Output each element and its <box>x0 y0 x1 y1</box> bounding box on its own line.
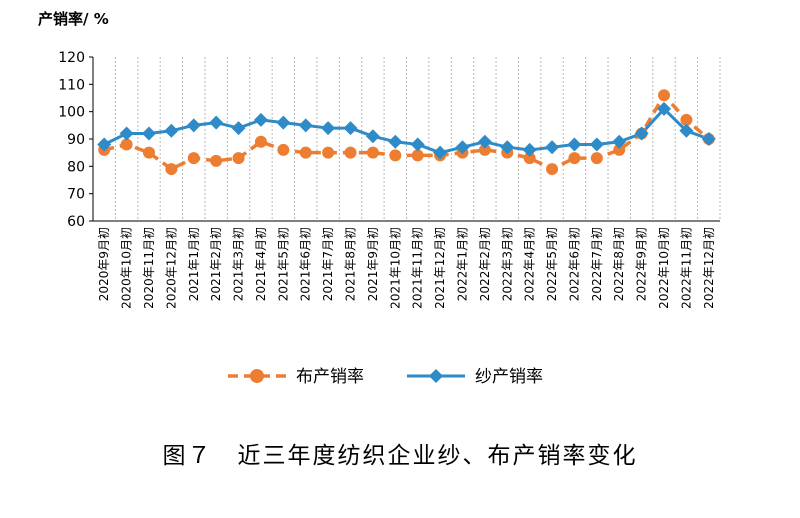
yarn-point <box>679 123 694 138</box>
x-tick-label: 2021年10月初 <box>388 227 402 309</box>
x-tick-label: 2021年2月初 <box>209 227 223 301</box>
x-tick-label: 2022年8月初 <box>612 227 626 301</box>
cloth-point <box>411 149 424 162</box>
x-tick-label: 2021年9月初 <box>366 227 380 301</box>
cloth-point <box>658 89 671 102</box>
yarn-point <box>433 145 448 160</box>
cloth-point <box>366 146 379 159</box>
yarn-point <box>477 134 492 149</box>
y-tick-label: 110 <box>58 77 85 93</box>
cloth-series-line <box>103 92 710 172</box>
x-tick-label: 2020年9月初 <box>97 227 111 301</box>
x-tick-label: 2022年1月初 <box>455 227 469 301</box>
series-layer <box>97 89 716 176</box>
yarn-point <box>253 112 268 127</box>
cloth-point <box>165 163 178 176</box>
cloth-point <box>389 149 402 162</box>
chart-caption: 图７ 近三年度纺织企业纱、布产销率变化 <box>163 443 638 469</box>
x-tick-label: 2021年8月初 <box>344 227 358 301</box>
cloth-point <box>344 146 357 159</box>
yarn-point <box>209 115 224 130</box>
yarn-point <box>365 129 380 144</box>
yarn-point <box>455 140 470 155</box>
yarn-point <box>634 126 649 141</box>
y-tick-label: 80 <box>67 159 85 175</box>
x-tick-label: 2022年2月初 <box>478 227 492 301</box>
cloth-point <box>232 152 245 165</box>
y-tick-labels: 60 70 80 90 100 110 120 <box>58 50 93 230</box>
yarn-point <box>522 142 537 157</box>
yarn-point <box>186 118 201 133</box>
cloth-point <box>142 146 155 159</box>
y-tick-label: 70 <box>67 187 85 203</box>
x-tick-label: 2021年11月初 <box>411 227 425 309</box>
cloth-point <box>322 146 335 159</box>
yarn-point <box>567 137 582 152</box>
yarn-point <box>164 123 179 138</box>
x-tick-label: 2022年6月初 <box>567 227 581 301</box>
yarn-point <box>321 121 336 136</box>
yarn-point <box>119 126 134 141</box>
legend-cloth-label: 布产销率 <box>296 367 364 387</box>
cloth-point <box>478 143 491 156</box>
yarn-point <box>500 140 515 155</box>
x-tick-label: 2022年11月初 <box>679 227 693 309</box>
x-tick-label: 2022年12月初 <box>702 227 716 309</box>
legend-cloth-marker <box>250 369 264 383</box>
legend-yarn-marker <box>429 369 443 383</box>
y-tick-label: 90 <box>67 132 85 148</box>
x-tick-label: 2021年12月初 <box>433 227 447 309</box>
yarn-point <box>276 115 291 130</box>
yarn-series-line <box>103 106 710 155</box>
grid <box>114 57 721 221</box>
yarn-point <box>298 118 313 133</box>
yarn-point <box>657 101 672 116</box>
cloth-point <box>568 152 581 165</box>
legend: 布产销率 纱产销率 <box>228 367 543 387</box>
legend-yarn-label: 纱产销率 <box>475 367 543 387</box>
yarn-point <box>410 137 425 152</box>
cloth-point <box>299 146 312 159</box>
x-tick-label: 2021年5月初 <box>276 227 290 301</box>
yarn-point <box>545 140 560 155</box>
cloth-point <box>613 143 626 156</box>
y-axis-label: 产销率/ % <box>38 10 109 28</box>
x-tick-label: 2021年3月初 <box>232 227 246 301</box>
cloth-point <box>523 152 536 165</box>
x-tick-label: 2021年6月初 <box>299 227 313 301</box>
yarn-point <box>589 137 604 152</box>
x-tick-label: 2021年7月初 <box>321 227 335 301</box>
yarn-point <box>701 132 716 146</box>
cloth-point <box>254 135 267 148</box>
cloth-point <box>277 143 290 156</box>
cloth-point <box>210 154 223 167</box>
x-tick-label: 2020年11月初 <box>142 227 156 309</box>
yarn-point <box>388 134 403 149</box>
cloth-point <box>680 113 693 126</box>
x-tick-label: 2022年5月初 <box>545 227 559 301</box>
x-tick-labels: 2020年9月初 2020年10月初 2020年11月初 2020年12月初 2021年… <box>97 227 716 309</box>
y-tick-label: 100 <box>58 105 85 121</box>
yarn-point <box>612 134 627 149</box>
yarn-point <box>343 121 358 136</box>
x-tick-label: 2021年1月初 <box>187 227 201 301</box>
yarn-point <box>141 126 156 141</box>
x-tick-label: 2021年4月初 <box>254 227 268 301</box>
cloth-point <box>187 152 200 165</box>
x-tick-label: 2020年10月初 <box>120 227 134 309</box>
x-tick-label: 2022年4月初 <box>523 227 537 301</box>
cloth-point <box>120 138 133 151</box>
x-tick-label: 2022年10月初 <box>657 227 671 309</box>
x-tick-label: 2022年3月初 <box>500 227 514 301</box>
cloth-point <box>546 163 559 176</box>
x-tick-label: 2020年12月初 <box>164 227 178 309</box>
x-tick-label: 2022年9月初 <box>635 227 649 301</box>
cloth-point <box>590 152 603 165</box>
y-tick-label: 120 <box>58 50 85 66</box>
yarn-point <box>97 137 112 152</box>
x-tick-label: 2022年7月初 <box>590 227 604 301</box>
y-tick-label: 60 <box>67 214 85 230</box>
yarn-point <box>231 121 246 136</box>
